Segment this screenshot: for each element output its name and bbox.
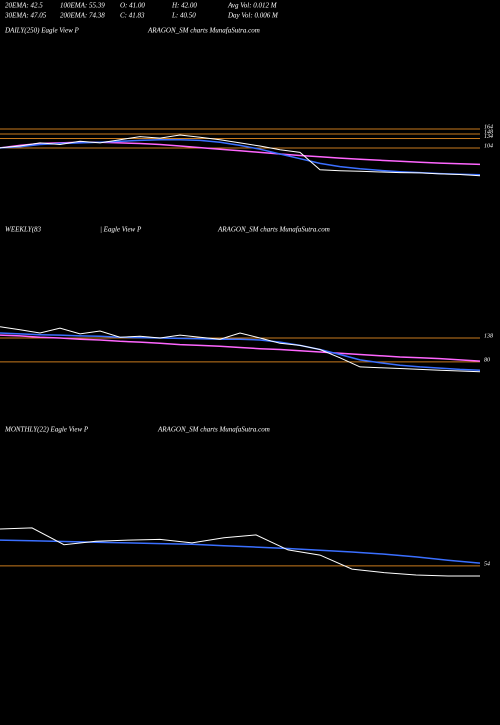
price-line (0, 334, 481, 362)
header-stat: Day Vol: 0.006 M (227, 12, 279, 20)
header-stat: C: 41.83 (120, 12, 145, 20)
panel-source: ARAGON_SM charts MunafaSutra.com (147, 27, 260, 35)
level-label: 138 (484, 333, 493, 339)
panel-title: DAILY(250) Eagle View P (4, 27, 80, 35)
level-label: 104 (484, 142, 493, 149)
price-line (0, 138, 481, 176)
panel-source: ARAGON_SM charts MunafaSutra.com (217, 226, 330, 234)
header-stat: 20EMA: 42.5 (5, 2, 43, 10)
level-label: 54 (484, 560, 490, 567)
panel-source: ARAGON_SM charts MunafaSutra.com (157, 426, 270, 434)
level-label: 134 (484, 133, 493, 140)
price-line (0, 332, 481, 371)
header-stat: 30EMA: 47.05 (4, 12, 47, 20)
price-line (0, 527, 480, 577)
header-stat: H: 42.00 (171, 2, 197, 10)
panel-subtitle: | Eagle View P (100, 226, 142, 234)
header-stat: 100EMA: 55.39 (60, 2, 105, 10)
price-line (0, 134, 481, 177)
header-stat: O: 41.00 (120, 2, 145, 10)
panel-title: MONTHLY(22) Eagle View P (4, 426, 89, 434)
price-line (0, 539, 481, 564)
header-stat: L: 40.50 (171, 12, 196, 20)
panel-title: WEEKLY(83 (5, 226, 42, 234)
level-label: 164 (484, 123, 493, 130)
level-label: 148 (484, 128, 493, 135)
header-stat: 200EMA: 74.38 (60, 12, 105, 20)
header-stat: Avg Vol: 0.012 M (227, 2, 278, 10)
level-label: 80 (484, 357, 490, 363)
price-line (0, 326, 481, 373)
